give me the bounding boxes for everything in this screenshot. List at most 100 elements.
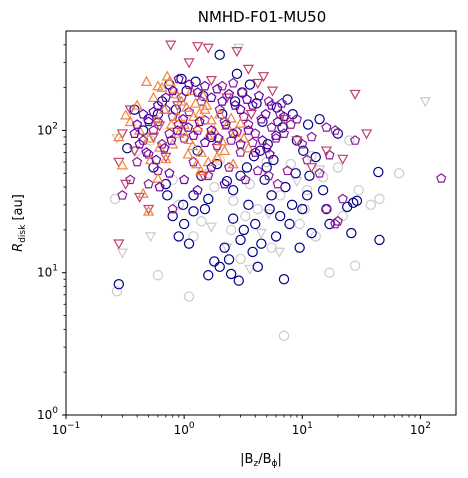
data-point-triangle-down xyxy=(257,72,270,83)
data-point-circle xyxy=(297,203,308,215)
data-point-pentagon xyxy=(243,119,254,129)
data-point-triangle-down xyxy=(197,171,209,182)
data-point-circle xyxy=(344,135,355,146)
data-point-triangle-up xyxy=(156,81,168,92)
data-point-triangle-down xyxy=(349,89,361,100)
data-point-pentagon xyxy=(173,73,184,84)
data-point-circle xyxy=(374,193,385,205)
data-point-pentagon xyxy=(276,98,287,108)
data-point-triangle-up xyxy=(147,91,160,102)
data-point-circle xyxy=(270,231,282,242)
data-point-pentagon xyxy=(141,147,152,157)
data-point-circle xyxy=(304,170,315,181)
data-point-circle xyxy=(298,145,309,156)
data-point-triangle-up xyxy=(165,118,178,129)
data-point-triangle-down xyxy=(128,146,141,157)
data-point-pentagon xyxy=(226,135,237,145)
data-point-pentagon xyxy=(263,96,274,106)
data-point-circle xyxy=(203,270,214,281)
data-point-pentagon xyxy=(134,138,145,149)
data-point-pentagon xyxy=(240,174,251,185)
data-point-circle xyxy=(225,224,237,236)
data-point-circle xyxy=(241,162,253,173)
data-point-triangle-down xyxy=(266,86,279,97)
data-point-circle xyxy=(286,199,298,211)
data-point-pentagon xyxy=(436,173,447,183)
data-point-triangle-down xyxy=(153,121,166,132)
data-point-circle xyxy=(247,246,258,258)
data-point-pentagon xyxy=(179,174,190,185)
data-point-circle xyxy=(122,143,133,154)
data-point-pentagon xyxy=(152,116,164,127)
data-point-circle xyxy=(374,234,385,246)
data-point-circle xyxy=(349,260,361,271)
data-point-pentagon xyxy=(172,125,183,135)
data-point-circle xyxy=(301,190,313,201)
data-point-triangle-up xyxy=(153,141,166,152)
data-point-triangle-up xyxy=(160,153,172,164)
data-point-circle xyxy=(252,203,263,215)
data-point-triangle-down xyxy=(116,248,128,259)
data-point-pentagon xyxy=(143,178,154,189)
data-point-circle xyxy=(227,213,239,224)
data-point-circle xyxy=(176,73,187,85)
data-point-pentagon xyxy=(206,125,217,135)
data-point-pentagon xyxy=(282,165,293,176)
data-point-triangle-up xyxy=(170,88,182,99)
data-point-triangle-down xyxy=(144,232,157,243)
data-point-circle xyxy=(196,216,207,227)
data-point-pentagon xyxy=(213,133,224,143)
x-axis-label: |Bz/Bϕ| xyxy=(240,452,282,469)
data-point-circle xyxy=(337,210,348,222)
data-point-circle xyxy=(235,234,246,246)
data-point-pentagon xyxy=(199,80,211,91)
data-point-triangle-down xyxy=(263,209,275,220)
data-point-triangle-up xyxy=(142,132,155,143)
data-point-pentagon xyxy=(253,90,265,101)
data-point-pentagon xyxy=(125,174,136,185)
data-point-circle xyxy=(277,122,288,133)
data-point-triangle-up xyxy=(142,205,155,216)
x-tick-label: 102 xyxy=(410,421,431,437)
data-point-circle xyxy=(167,210,178,222)
data-point-triangle-up xyxy=(202,129,214,140)
data-point-triangle-up xyxy=(131,99,143,110)
data-point-pentagon xyxy=(230,100,241,110)
data-point-pentagon xyxy=(321,122,332,132)
data-point-triangle-up xyxy=(152,172,164,183)
data-point-circle xyxy=(177,199,189,211)
y-tick-label: 101 xyxy=(37,264,58,280)
data-point-triangle-down xyxy=(419,97,431,108)
data-point-circle xyxy=(306,227,317,239)
data-point-circle xyxy=(219,242,230,253)
data-point-pentagon xyxy=(167,85,178,96)
data-point-pentagon xyxy=(238,111,249,121)
data-point-circle xyxy=(351,195,363,207)
data-point-pentagon xyxy=(129,128,140,138)
data-point-triangle-up xyxy=(242,142,255,153)
plot-frame xyxy=(65,30,457,416)
data-point-pentagon xyxy=(220,119,231,129)
data-point-circle xyxy=(227,195,239,207)
data-point-triangle-up xyxy=(189,97,202,108)
data-point-triangle-up xyxy=(137,187,149,198)
data-point-circle xyxy=(223,254,235,265)
data-point-triangle-up xyxy=(181,101,193,112)
data-point-pentagon xyxy=(252,165,263,176)
data-point-pentagon xyxy=(228,77,239,88)
data-point-pentagon xyxy=(211,140,223,151)
data-point-pentagon xyxy=(285,119,296,129)
data-point-circle xyxy=(178,218,190,230)
data-point-pentagon xyxy=(321,203,332,214)
data-point-pentagon xyxy=(247,100,258,110)
data-point-pentagon xyxy=(241,94,253,104)
data-point-pentagon xyxy=(237,87,248,97)
data-point-circle xyxy=(203,193,214,205)
data-point-pentagon xyxy=(250,147,261,157)
data-point-pentagon xyxy=(270,130,282,140)
data-point-pentagon xyxy=(159,142,170,153)
data-point-pentagon xyxy=(263,170,274,181)
data-point-triangle-down xyxy=(211,143,223,155)
